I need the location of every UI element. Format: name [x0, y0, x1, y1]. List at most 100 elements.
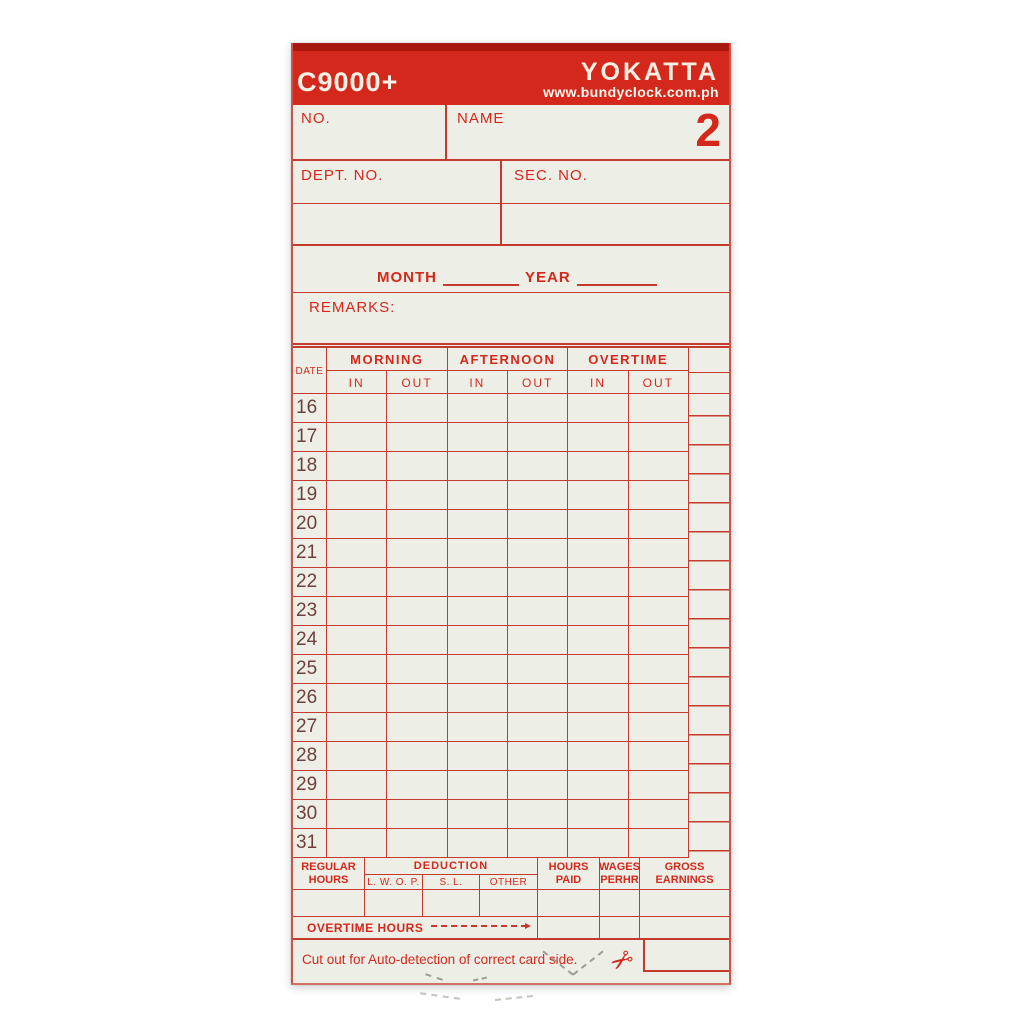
lwop-cell [365, 890, 423, 916]
date-cell: 25 [293, 655, 327, 684]
punch-cell [447, 481, 508, 510]
punch-cell [568, 423, 629, 452]
punch-cell [507, 568, 569, 597]
model-number: C9000+ [297, 66, 399, 97]
punch-cell [447, 510, 508, 539]
morning-out-header: OUT [387, 371, 448, 394]
overtime-in-header: IN [568, 371, 629, 394]
punch-cell [568, 510, 629, 539]
punch-cell [628, 626, 689, 655]
punch-cell [507, 742, 569, 771]
sec-no-blank [502, 204, 729, 244]
punch-cell [507, 481, 569, 510]
table-row: 22 [293, 568, 729, 597]
punch-cell [507, 597, 569, 626]
punch-cell [387, 539, 448, 568]
table-row: 19 [293, 481, 729, 510]
punch-cell [568, 481, 629, 510]
punch-cell [327, 713, 388, 742]
cut-mark [494, 995, 534, 1001]
date-cell: 20 [293, 510, 327, 539]
table-row: 27 [293, 713, 729, 742]
punch-cell [507, 423, 569, 452]
punch-cell [568, 771, 629, 800]
date-cell: 21 [293, 539, 327, 568]
punch-cell [507, 684, 569, 713]
remarks-row: REMARKS: [293, 293, 729, 343]
afternoon-header: AFTERNOON [447, 348, 569, 371]
overtime-out-header: OUT [629, 371, 689, 394]
punch-cell [447, 829, 508, 858]
punch-cell [387, 771, 448, 800]
brand-header: C9000+ YOKATTA www.bundyclock.com.ph [293, 51, 729, 105]
hours-paid-cell [538, 890, 600, 916]
punch-cell [327, 655, 388, 684]
punch-cell [327, 394, 388, 423]
punch-cell [327, 481, 388, 510]
time-grid-body: 16 17 18 19 20 21 22 23 24 25 26 27 28 29 30 31 [293, 394, 729, 858]
date-cell: 19 [293, 481, 327, 510]
date-cell: 17 [293, 423, 327, 452]
dept-no-field: DEPT. NO. [293, 161, 502, 203]
year-label: YEAR [525, 269, 571, 286]
punch-cell [507, 394, 569, 423]
bottom-right-box [643, 940, 729, 972]
month-year-row: MONTH YEAR [293, 246, 729, 293]
punch-cell [628, 423, 689, 452]
time-grid-header: DATE MORNING AFTERNOON OVERTIME IN OUT I… [293, 348, 729, 394]
dept-sec-blank-row [293, 204, 729, 246]
other-cell [480, 890, 538, 916]
punch-cell [447, 684, 508, 713]
gross-earnings-header: GROSS EARNINGS [655, 861, 714, 886]
date-column-header: DATE [293, 348, 327, 394]
wages-per-hr-cell [600, 890, 640, 916]
card-number: 2 [695, 104, 721, 156]
punch-cell [628, 800, 689, 829]
overtime-hours-label: OVERTIME HOURS [307, 920, 424, 935]
remarks-label: REMARKS: [309, 299, 396, 316]
overtime-hours-paid-cell [538, 917, 600, 938]
hours-paid-header: HOURS PAID [538, 858, 600, 890]
punch-cell [387, 829, 448, 858]
cut-out-note: Cut out for Auto-detection of correct ca… [302, 952, 578, 967]
overtime-hours-field: OVERTIME HOURS [293, 917, 538, 938]
date-cell: 30 [293, 800, 327, 829]
punch-cell [387, 655, 448, 684]
punch-cell [327, 742, 388, 771]
punch-cell [568, 742, 629, 771]
table-row: 18 [293, 452, 729, 481]
punch-cell [327, 626, 388, 655]
table-row: 16 [293, 394, 729, 423]
punch-cell [447, 800, 508, 829]
table-row: 23 [293, 597, 729, 626]
punch-cell [568, 800, 629, 829]
dept-no-blank [293, 204, 502, 244]
punch-cell [447, 568, 508, 597]
overtime-wages-cell [600, 917, 640, 938]
punch-cell [507, 829, 569, 858]
punch-cell [568, 597, 629, 626]
punch-cell [327, 568, 388, 597]
dept-sec-row: DEPT. NO. SEC. NO. [293, 161, 729, 204]
punch-cell [387, 423, 448, 452]
punch-cell [327, 423, 388, 452]
punch-cell [327, 539, 388, 568]
punch-cell [507, 713, 569, 742]
punch-cell [628, 829, 689, 858]
punch-cell [387, 452, 448, 481]
punch-cell [507, 800, 569, 829]
edge-column-lines [689, 394, 729, 858]
punch-cell [387, 684, 448, 713]
punch-cell [568, 713, 629, 742]
punch-cell [387, 800, 448, 829]
name-label: NAME [457, 110, 505, 127]
card-stack-edge [293, 43, 729, 51]
punch-cell [568, 452, 629, 481]
time-grid: DATE MORNING AFTERNOON OVERTIME IN OUT I… [293, 348, 729, 858]
punch-cell [507, 771, 569, 800]
lwop-header: L. W. O. P. [365, 875, 423, 890]
sl-header: S. L. [423, 875, 480, 890]
table-row: 25 [293, 655, 729, 684]
punch-cell [568, 568, 629, 597]
